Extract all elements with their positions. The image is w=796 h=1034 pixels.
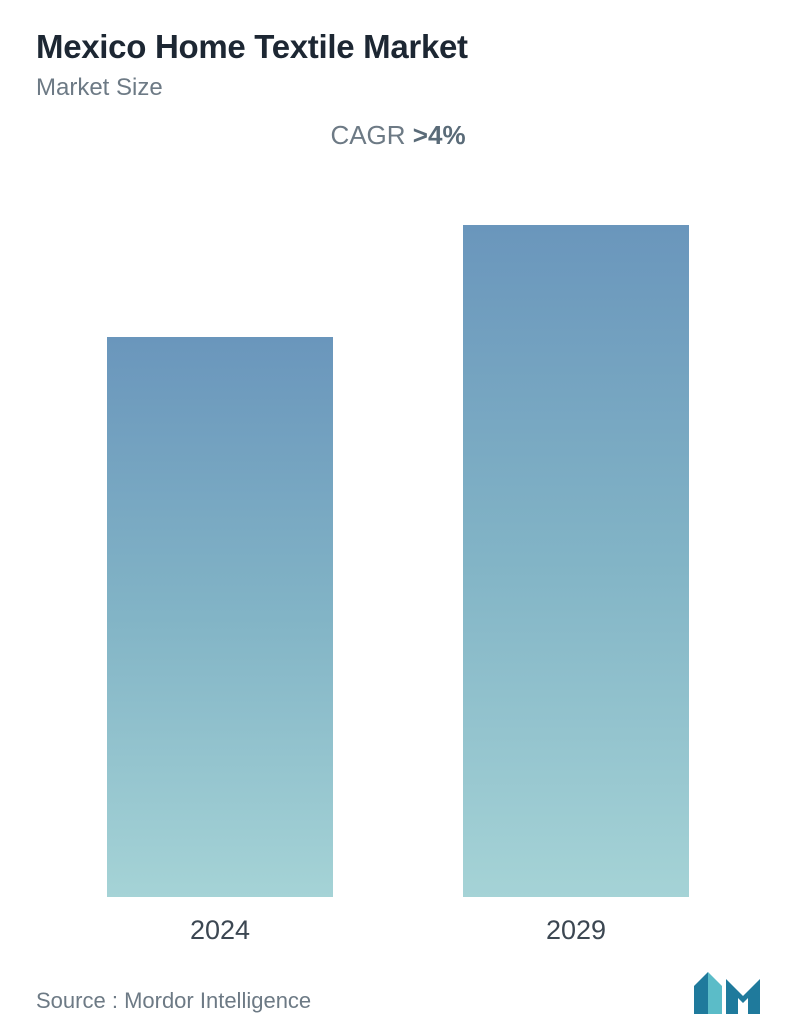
source-name: Mordor Intelligence: [124, 988, 311, 1013]
source-label: Source :: [36, 988, 118, 1013]
cagr-value: >4%: [413, 120, 466, 150]
chart-footer: Source : Mordor Intelligence: [36, 962, 760, 1014]
bar-0: [107, 337, 333, 897]
bar-group-0: 2024: [107, 337, 333, 946]
bar-label-1: 2029: [546, 915, 606, 946]
source-text: Source : Mordor Intelligence: [36, 988, 311, 1014]
bar-1: [463, 225, 689, 897]
bar-chart: 2024 2029: [36, 161, 760, 962]
chart-subtitle: Market Size: [36, 74, 760, 102]
chart-title: Mexico Home Textile Market: [36, 28, 760, 66]
chart-container: Mexico Home Textile Market Market Size C…: [0, 0, 796, 1034]
cagr-label: CAGR: [330, 120, 405, 150]
cagr-annotation: CAGR >4%: [36, 120, 760, 151]
mordor-logo-icon: [694, 972, 760, 1014]
bar-group-1: 2029: [463, 225, 689, 946]
bar-label-0: 2024: [190, 915, 250, 946]
